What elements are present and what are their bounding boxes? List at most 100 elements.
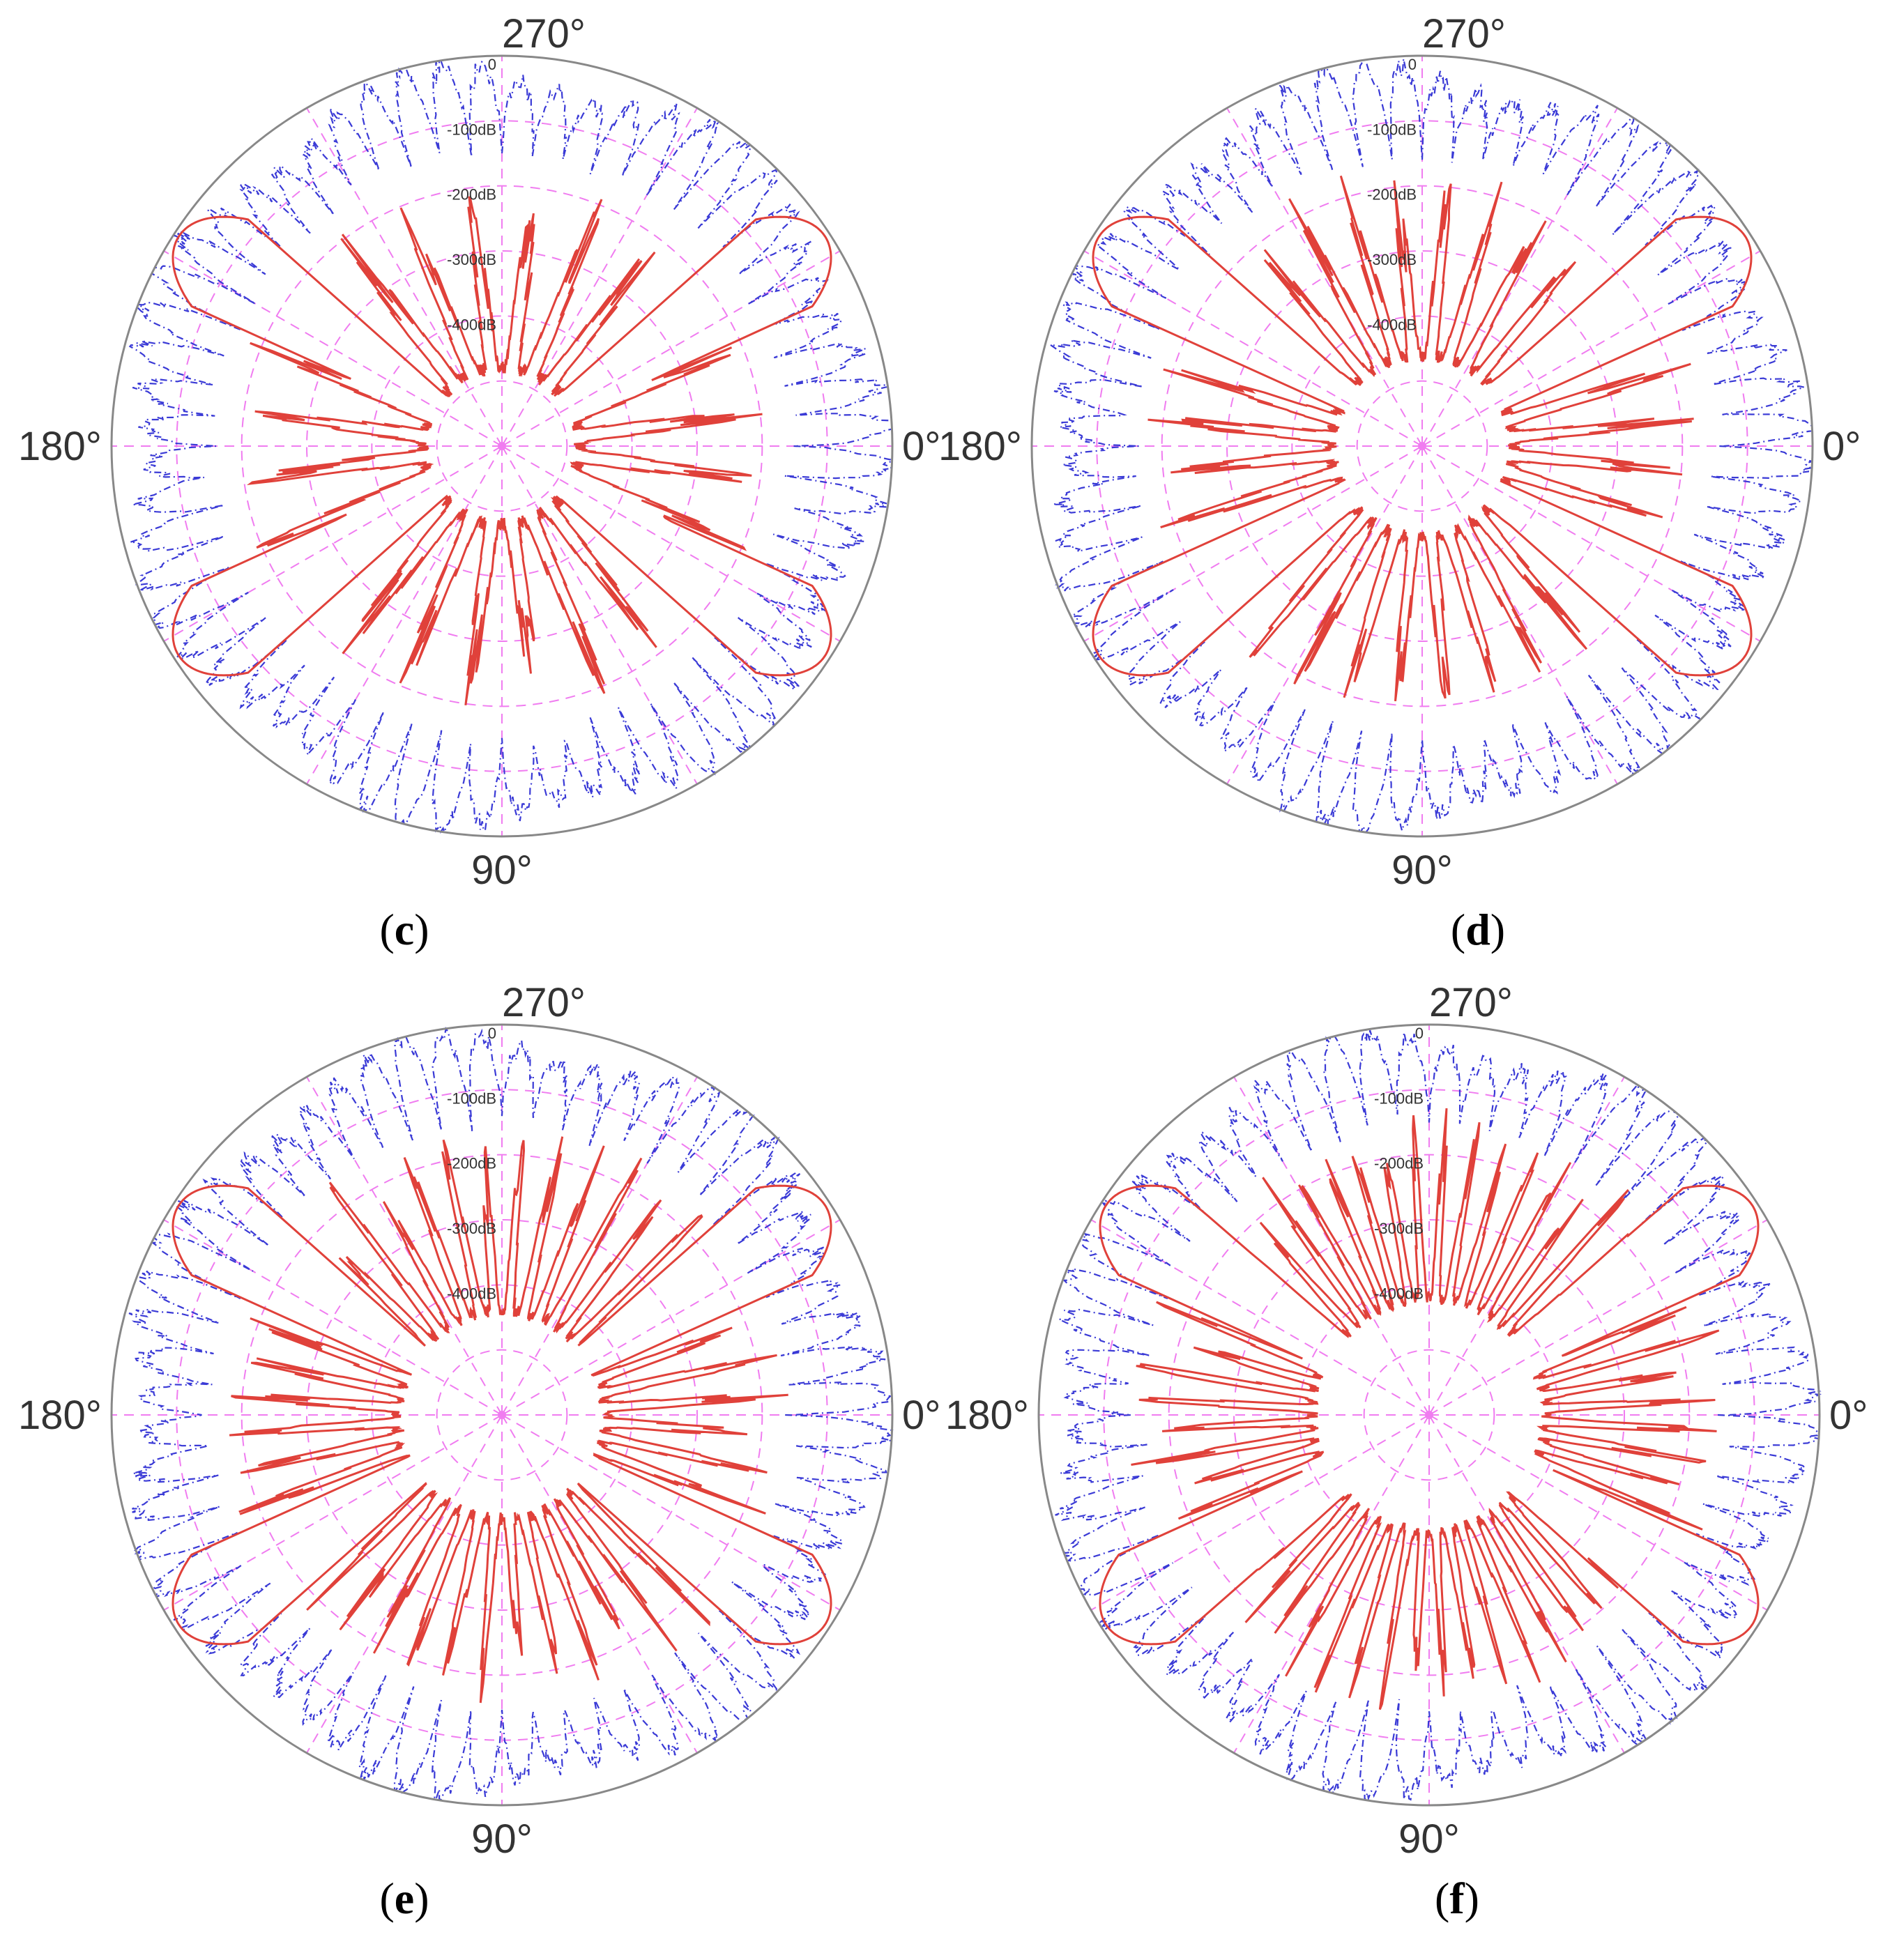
grid-ring (1298, 1284, 1560, 1546)
angle-label-270: 270° (1429, 980, 1513, 1025)
grid-spoke (1226, 445, 1423, 785)
grid-ring (371, 315, 633, 577)
angle-label-90: 90° (471, 848, 533, 893)
grid-spoke (501, 107, 698, 447)
grid-spoke (306, 1076, 503, 1416)
grid-spoke (306, 107, 503, 447)
grid-ring (436, 1349, 568, 1481)
grid-spoke (1421, 445, 1618, 785)
grid-spoke (1428, 1219, 1768, 1416)
grid-ring (1233, 1219, 1625, 1611)
grid-spoke (1421, 250, 1761, 447)
angle-label-270: 270° (502, 980, 586, 1025)
angle-label-90: 90° (1398, 1816, 1460, 1862)
radial-tick-label: -300dB (1367, 251, 1417, 268)
radial-tick-label: 0 (488, 56, 496, 73)
grid-spoke (1083, 250, 1423, 447)
grid-spoke (1090, 1219, 1430, 1416)
grid-spoke (501, 1414, 698, 1754)
angle-label-0: 0° (902, 1393, 940, 1438)
radial-tick-label: 0 (488, 1025, 496, 1042)
grid-spoke (501, 1076, 698, 1416)
angle-label-180: 180° (938, 424, 1022, 469)
grid-spoke (163, 1414, 503, 1611)
grid-ring (306, 250, 698, 642)
center-dot (1425, 1411, 1433, 1419)
radial-tick-label: -100dB (1374, 1089, 1424, 1107)
panel-label: (e) (379, 1874, 429, 1923)
grid-spoke (1428, 1076, 1625, 1416)
polar-panel-f: 0 -100dB -200dB -300dB -400dB 0° 90° 180° 270° (f… (945, 980, 1868, 1923)
radial-tick-label: -300dB (447, 251, 496, 268)
grid-spoke (1083, 445, 1423, 642)
angle-label-90: 90° (471, 1816, 533, 1862)
series-red-line (1099, 1108, 1760, 1710)
outer-ring (1030, 54, 1814, 838)
radial-tick-label: -400dB (1367, 316, 1417, 333)
panel-label: (c) (379, 905, 429, 954)
angle-label-0: 0° (1829, 1393, 1868, 1438)
outer-ring (110, 54, 894, 838)
grid-spoke (163, 445, 503, 642)
grid-ring (1356, 380, 1488, 512)
grid-spoke (1233, 1414, 1430, 1754)
radial-tick-label: -100dB (447, 1089, 496, 1107)
grid-spoke (1428, 1414, 1625, 1754)
radial-tick-label: -100dB (1367, 121, 1417, 138)
angle-label-270: 270° (502, 11, 586, 56)
grid-ring (436, 380, 568, 512)
radial-tick-label: -400dB (447, 1285, 496, 1302)
polar-panel-d: 0 -100dB -200dB -300dB -400dB 0° 90° 180° 270° (d… (938, 11, 1861, 954)
radial-tick-label: -100dB (447, 121, 496, 138)
grid-spoke (1421, 107, 1618, 447)
grid-ring (306, 1219, 698, 1611)
radial-tick-label: 0 (1415, 1025, 1424, 1042)
grid-spoke (1226, 107, 1423, 447)
angle-label-0: 0° (1822, 424, 1861, 469)
angle-label-90: 90° (1391, 848, 1453, 893)
series-red-line (171, 1136, 832, 1703)
grid-spoke (1428, 1414, 1768, 1611)
radial-tick-label: -200dB (447, 186, 496, 204)
grid-spoke (306, 1414, 503, 1754)
series-blue-line (128, 1026, 894, 1802)
radial-tick-label: -300dB (1374, 1220, 1424, 1237)
polar-panel-c: 0 -100dB -200dB -300dB -400dB 0° 90° 180° 270° (c… (18, 11, 940, 954)
angle-label-0: 0° (902, 424, 940, 469)
angle-label-180: 180° (945, 1393, 1029, 1438)
angle-label-270: 270° (1422, 11, 1506, 56)
grid-ring (1363, 1349, 1495, 1481)
grid-ring (371, 1284, 633, 1546)
grid-spoke (306, 445, 503, 785)
grid-spoke (163, 250, 503, 447)
grid-spoke (501, 1414, 841, 1611)
grid-spoke (163, 1219, 503, 1416)
radial-tick-label: -400dB (447, 316, 496, 333)
radial-tick-label: -200dB (1374, 1155, 1424, 1172)
angle-label-180: 180° (18, 424, 102, 469)
series-red-line (171, 196, 832, 706)
angle-label-180: 180° (18, 1393, 102, 1438)
grid-spoke (1421, 445, 1761, 642)
panel-label: (f) (1435, 1874, 1479, 1923)
radial-tick-label: 0 (1408, 56, 1417, 73)
radial-tick-label: -200dB (1367, 186, 1417, 204)
series-red-line (1092, 175, 1753, 702)
panel-label: (d) (1451, 905, 1505, 954)
center-dot (498, 442, 506, 450)
center-dot (1418, 442, 1426, 450)
grid-ring (1291, 315, 1553, 577)
grid-spoke (1090, 1414, 1430, 1611)
radial-tick-label: -300dB (447, 1220, 496, 1237)
radial-tick-label: -200dB (447, 1155, 496, 1172)
outer-ring (110, 1023, 894, 1807)
grid-spoke (501, 445, 698, 785)
grid-spoke (1233, 1076, 1430, 1416)
grid-spoke (501, 1219, 841, 1416)
outer-ring (1037, 1023, 1821, 1807)
grid-ring (1226, 250, 1618, 642)
grid-spoke (501, 250, 841, 447)
polar-panel-e: 0 -100dB -200dB -300dB -400dB 0° 90° 180° 270° (e… (18, 980, 940, 1923)
radial-tick-label: -400dB (1374, 1285, 1424, 1302)
